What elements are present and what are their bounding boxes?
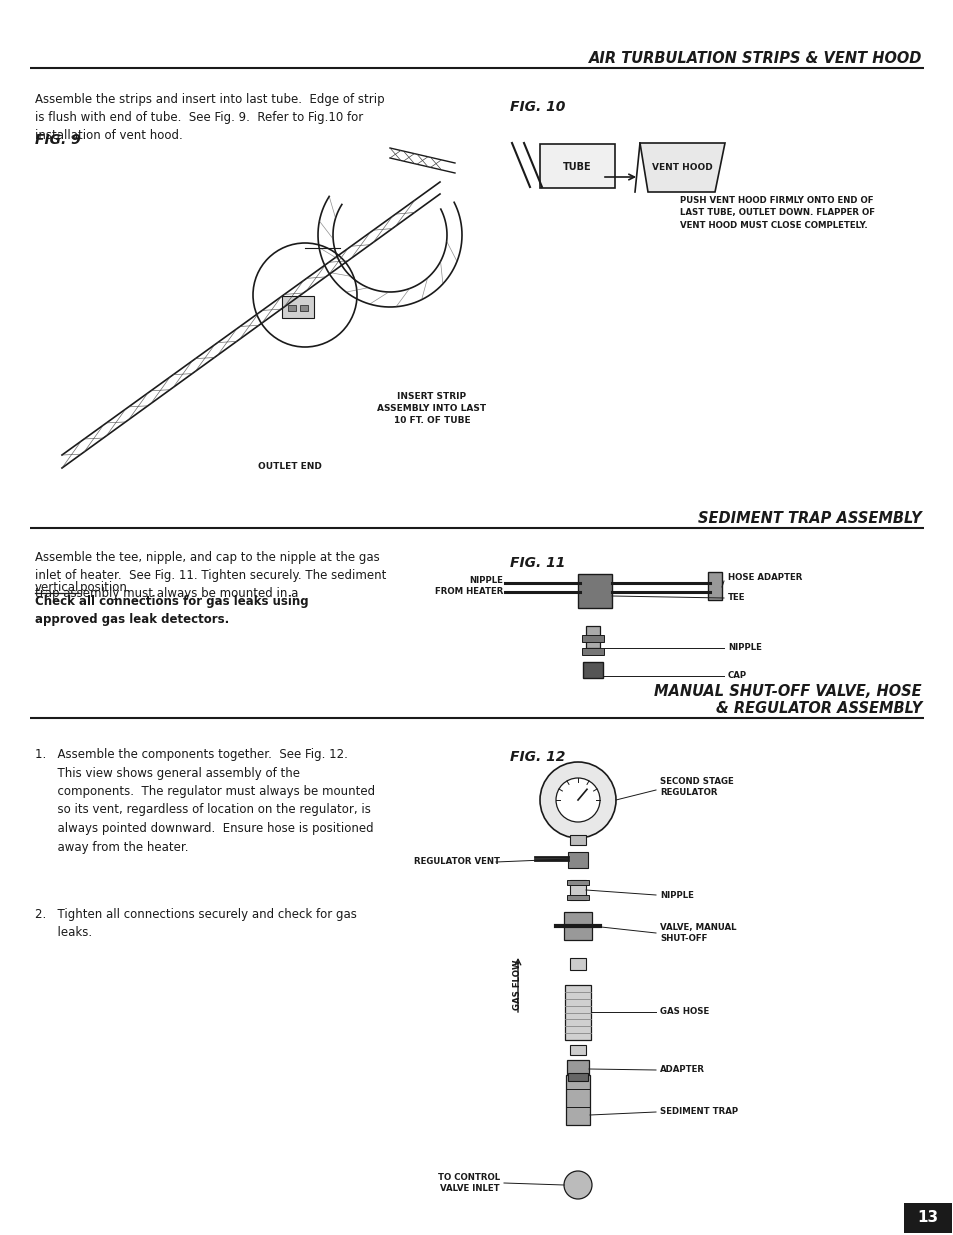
- Text: GAS FLOW: GAS FLOW: [513, 960, 522, 1010]
- Text: Assemble the strips and insert into last tube.  Edge of strip
is flush with end : Assemble the strips and insert into last…: [35, 93, 384, 142]
- Bar: [567, 1073, 587, 1081]
- Text: Assemble the tee, nipple, and cap to the nipple at the gas
inlet of heater.  See: Assemble the tee, nipple, and cap to the…: [35, 551, 386, 600]
- Text: SECOND STAGE
REGULATOR: SECOND STAGE REGULATOR: [659, 777, 733, 797]
- Bar: [903, 1203, 951, 1233]
- Text: GAS HOSE: GAS HOSE: [659, 1008, 708, 1016]
- Text: AIR TURBULATION STRIPS & VENT HOOD: AIR TURBULATION STRIPS & VENT HOOD: [588, 51, 921, 65]
- Text: TEE: TEE: [727, 594, 744, 603]
- Bar: [566, 881, 588, 885]
- Text: FIG. 12: FIG. 12: [510, 750, 565, 764]
- Bar: [564, 986, 590, 1040]
- Text: VENT HOOD: VENT HOOD: [651, 163, 712, 173]
- Text: TUBE: TUBE: [562, 162, 591, 172]
- Bar: [299, 305, 308, 311]
- Bar: [569, 1091, 585, 1100]
- Bar: [567, 852, 587, 868]
- Text: position.: position.: [80, 580, 138, 594]
- Bar: [569, 1045, 585, 1055]
- Bar: [563, 911, 592, 940]
- Bar: [566, 895, 588, 900]
- Text: TO CONTROL
VALVE INLET: TO CONTROL VALVE INLET: [437, 1173, 499, 1193]
- Bar: [566, 1060, 588, 1078]
- Text: VALVE, MANUAL
SHUT-OFF: VALVE, MANUAL SHUT-OFF: [659, 923, 736, 944]
- Text: NIPPLE: NIPPLE: [659, 890, 693, 899]
- Bar: [565, 1074, 589, 1125]
- Text: FIG. 9: FIG. 9: [35, 133, 81, 147]
- Bar: [581, 635, 603, 642]
- Text: HOSE ADAPTER: HOSE ADAPTER: [727, 573, 801, 583]
- Bar: [707, 572, 721, 600]
- Text: NIPPLE
FROM HEATER: NIPPLE FROM HEATER: [435, 576, 502, 597]
- Text: MANUAL SHUT-OFF VALVE, HOSE
& REGULATOR ASSEMBLY: MANUAL SHUT-OFF VALVE, HOSE & REGULATOR …: [654, 684, 921, 716]
- Circle shape: [539, 762, 616, 839]
- Text: CAP: CAP: [727, 672, 746, 680]
- Text: Check all connections for gas leaks using
approved gas leak detectors.: Check all connections for gas leaks usin…: [35, 595, 309, 626]
- Bar: [569, 881, 585, 900]
- Bar: [282, 296, 314, 317]
- Text: OUTLET END: OUTLET END: [258, 462, 321, 471]
- Circle shape: [556, 778, 599, 823]
- Bar: [288, 305, 295, 311]
- Text: vertical: vertical: [35, 580, 79, 594]
- Text: INSERT STRIP
ASSEMBLY INTO LAST
10 FT. OF TUBE: INSERT STRIP ASSEMBLY INTO LAST 10 FT. O…: [377, 391, 486, 425]
- Text: NIPPLE: NIPPLE: [727, 643, 761, 652]
- Bar: [581, 648, 603, 655]
- Bar: [569, 958, 585, 969]
- Text: 1.   Assemble the components together.  See Fig. 12.
      This view shows gener: 1. Assemble the components together. See…: [35, 748, 375, 853]
- Bar: [582, 662, 602, 678]
- Text: 2.   Tighten all connections securely and check for gas
      leaks.: 2. Tighten all connections securely and …: [35, 908, 356, 940]
- Bar: [569, 835, 585, 845]
- Text: FIG. 11: FIG. 11: [510, 556, 565, 571]
- Bar: [539, 144, 615, 188]
- Text: REGULATOR VENT: REGULATOR VENT: [414, 857, 499, 867]
- Bar: [619, 144, 635, 188]
- Text: PUSH VENT HOOD FIRMLY ONTO END OF
LAST TUBE, OUTLET DOWN. FLAPPER OF
VENT HOOD M: PUSH VENT HOOD FIRMLY ONTO END OF LAST T…: [679, 196, 874, 230]
- Circle shape: [563, 1171, 592, 1199]
- Polygon shape: [639, 143, 724, 191]
- Text: SEDIMENT TRAP: SEDIMENT TRAP: [659, 1108, 738, 1116]
- Bar: [578, 574, 612, 608]
- Text: ADAPTER: ADAPTER: [659, 1066, 704, 1074]
- Text: FIG. 10: FIG. 10: [510, 100, 565, 114]
- Bar: [585, 626, 599, 648]
- Text: SEDIMENT TRAP ASSEMBLY: SEDIMENT TRAP ASSEMBLY: [698, 511, 921, 526]
- Text: 13: 13: [917, 1210, 938, 1225]
